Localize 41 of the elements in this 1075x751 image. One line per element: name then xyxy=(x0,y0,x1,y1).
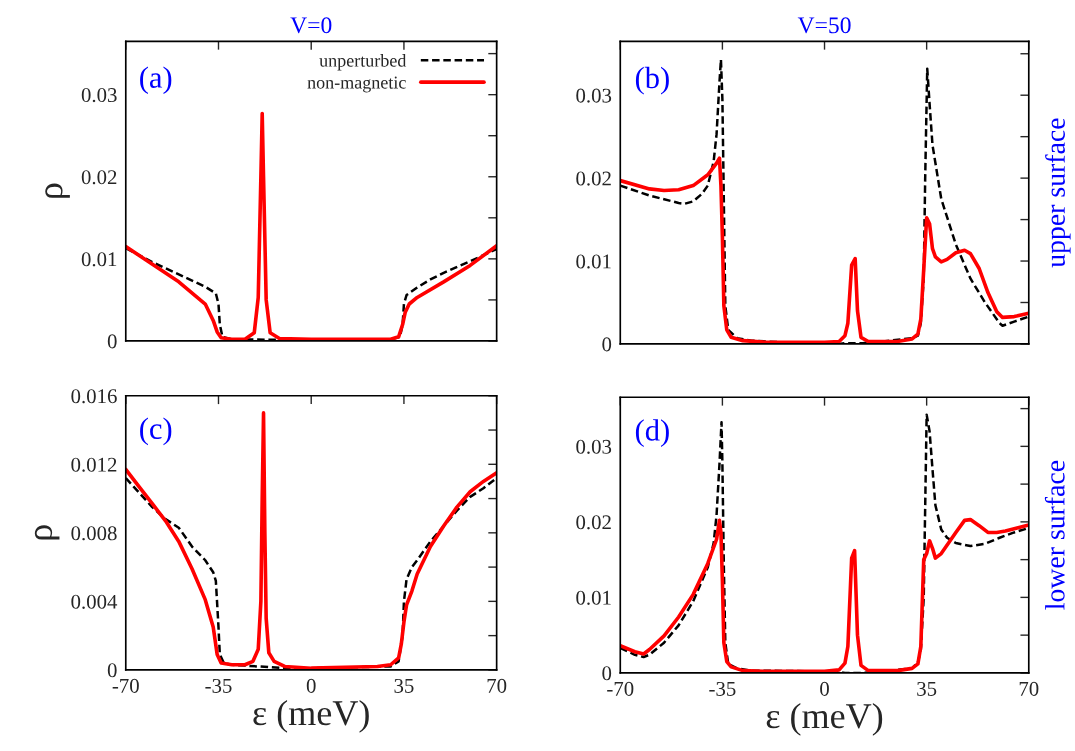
x-tick-label: -35 xyxy=(709,681,736,696)
y-tick-label: 0.02 xyxy=(576,515,611,530)
y-tick-label: 0.004 xyxy=(71,594,118,609)
y-tick-label: 0.03 xyxy=(576,88,612,103)
y-axis-title: ρ xyxy=(45,183,70,198)
x-tick-label: -35 xyxy=(205,678,232,693)
chart-title: V=0 xyxy=(290,17,332,34)
y-tick-label: 0.01 xyxy=(576,590,611,605)
annotation: (c) xyxy=(140,417,172,446)
y-tick-label: 0.008 xyxy=(71,526,117,541)
x-tick-label: 35 xyxy=(394,678,414,693)
y-tick-label: 0.03 xyxy=(576,439,612,454)
y-axis-title: ρ xyxy=(34,525,60,540)
y-tick-label: 0.01 xyxy=(81,252,117,267)
annotation: (a) xyxy=(140,66,172,95)
annotation: (d) xyxy=(635,419,669,447)
y-tick-label: 0.01 xyxy=(576,254,611,269)
x-tick-label: 70 xyxy=(487,678,507,693)
x-tick-label: -70 xyxy=(112,678,139,693)
text: lower surface xyxy=(1044,460,1065,610)
x-axis-title: ε (meV) xyxy=(766,702,883,736)
y-tick-label: 0.012 xyxy=(71,457,117,472)
x-tick-label: 35 xyxy=(917,681,937,696)
x-tick-label: 70 xyxy=(1019,681,1039,696)
y-tick-label: 0.03 xyxy=(81,88,117,103)
y-tick-label: 0 xyxy=(107,663,117,678)
y-tick-label: 0 xyxy=(107,334,117,349)
y-tick-label: 0.016 xyxy=(71,389,117,404)
x-axis-title: ε (meV) xyxy=(253,699,369,733)
y-tick-label: 0.02 xyxy=(81,170,117,185)
y-tick-label: 0 xyxy=(602,337,612,352)
annotation: (b) xyxy=(635,66,669,95)
x-tick-label: 0 xyxy=(820,681,829,696)
y-tick-label: 0.02 xyxy=(576,171,611,186)
legend-label: unperturbed xyxy=(319,54,407,71)
chart-title: V=50 xyxy=(797,17,851,34)
x-tick-label: 0 xyxy=(306,678,316,693)
x-tick-label: -70 xyxy=(607,681,634,696)
text: upper surface xyxy=(1045,118,1071,268)
legend-label: non-magnetic xyxy=(307,76,406,93)
y-tick-label: 0 xyxy=(602,666,612,681)
